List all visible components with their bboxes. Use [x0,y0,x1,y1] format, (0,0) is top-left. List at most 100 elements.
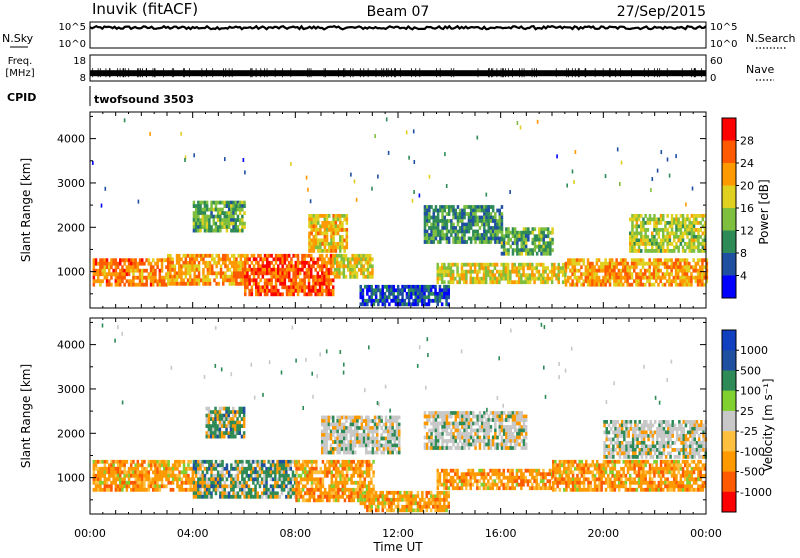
echo-cell [128,477,131,481]
echo-cell [514,248,517,252]
echo-cell [439,483,442,487]
echo-cell [501,219,504,223]
echo-cell [167,470,170,474]
echo-cell [361,484,364,488]
echo-cell [624,272,627,276]
echo-cell [408,494,411,498]
echo-cell [324,491,327,495]
echo-cell [637,258,640,262]
echo-cell [341,426,344,430]
echo-cell [531,270,534,274]
echo-cell [501,238,504,242]
echo-cell [607,272,610,276]
echo-cell [352,444,355,448]
echo-cell [199,491,202,495]
echo-cell [193,275,196,279]
echo-cell [387,430,390,434]
echo-cell [488,219,491,223]
echo-cell [221,474,224,478]
echo-cell [580,272,583,276]
echo-cell [391,444,394,448]
echo-cell [248,491,251,495]
echo-cell [544,280,547,284]
echo-cell [132,283,135,287]
echo-cell [655,258,658,262]
echo-cell [110,470,113,474]
echo-cell [591,269,594,273]
echo-cell [503,252,506,256]
echo-cell [367,257,370,261]
echo-cell [631,221,634,225]
echo-cell [254,491,256,495]
echo-cell [191,257,194,261]
echo-scatter [243,158,245,162]
echo-cell [635,283,638,287]
echo-cell [688,262,691,266]
echo-scatter [657,169,659,173]
echo-cell [324,249,327,253]
echo-cell [668,258,671,262]
echo-cell [666,221,669,225]
echo-cell [684,262,687,266]
echo-cell [224,225,227,229]
echo-cell [213,481,216,485]
echo-cell [313,488,316,492]
echo-cell [237,261,240,265]
echo-cell [483,237,486,241]
echo-cell [435,216,438,220]
echo-cell [210,484,213,488]
echo-cell [653,249,656,253]
echo-cell [172,470,175,474]
echo-cell [170,481,173,485]
echo-cell [252,470,255,474]
echo-cell [275,261,278,265]
echo-cell [466,226,469,230]
echo-cell [444,237,447,241]
echo-cell [483,277,486,281]
echo-cell [232,488,235,492]
echo-cell [428,295,431,299]
echo-cell [494,226,497,230]
echo-cell [215,460,218,464]
echo-cell [110,283,113,287]
echo-cell [693,239,696,243]
echo-cell [399,491,402,495]
beam-label: Beam 07 [367,4,430,20]
echo-cell [512,252,515,256]
echo-cell [638,239,641,243]
echo-cell [274,467,277,471]
echo-cell [226,201,229,205]
echo-cell [221,421,224,425]
echo-cell [401,299,404,303]
echo-cell [248,282,251,286]
echo-cell [366,474,369,478]
echo-cell [518,280,521,284]
echo-cell [231,254,234,258]
echo-cell [514,231,517,235]
echo-cell [297,257,300,261]
echo-cell [675,232,678,236]
echo-cell [609,258,612,262]
echo-cell [93,276,96,280]
echo-cell [211,268,214,272]
echo-cell [671,221,674,225]
echo-cell [688,283,691,287]
echo-cell [396,419,399,423]
echo-cell [448,288,451,292]
echo-cell [598,279,601,283]
echo-cell [223,424,226,428]
echo-cell [357,488,360,492]
echo-cell [279,257,282,261]
echo-cell [389,426,392,430]
echo-cell [317,498,320,502]
echo-cell [199,467,202,471]
echo-cell [354,423,357,427]
echo-cell [248,292,251,296]
echo-cell [686,242,689,246]
echo-cell [363,440,366,444]
echo-cell [466,205,469,209]
echo-cell [677,239,680,243]
echo-cell [516,248,519,252]
echo-cell [221,225,224,229]
echo-cell [437,498,440,502]
